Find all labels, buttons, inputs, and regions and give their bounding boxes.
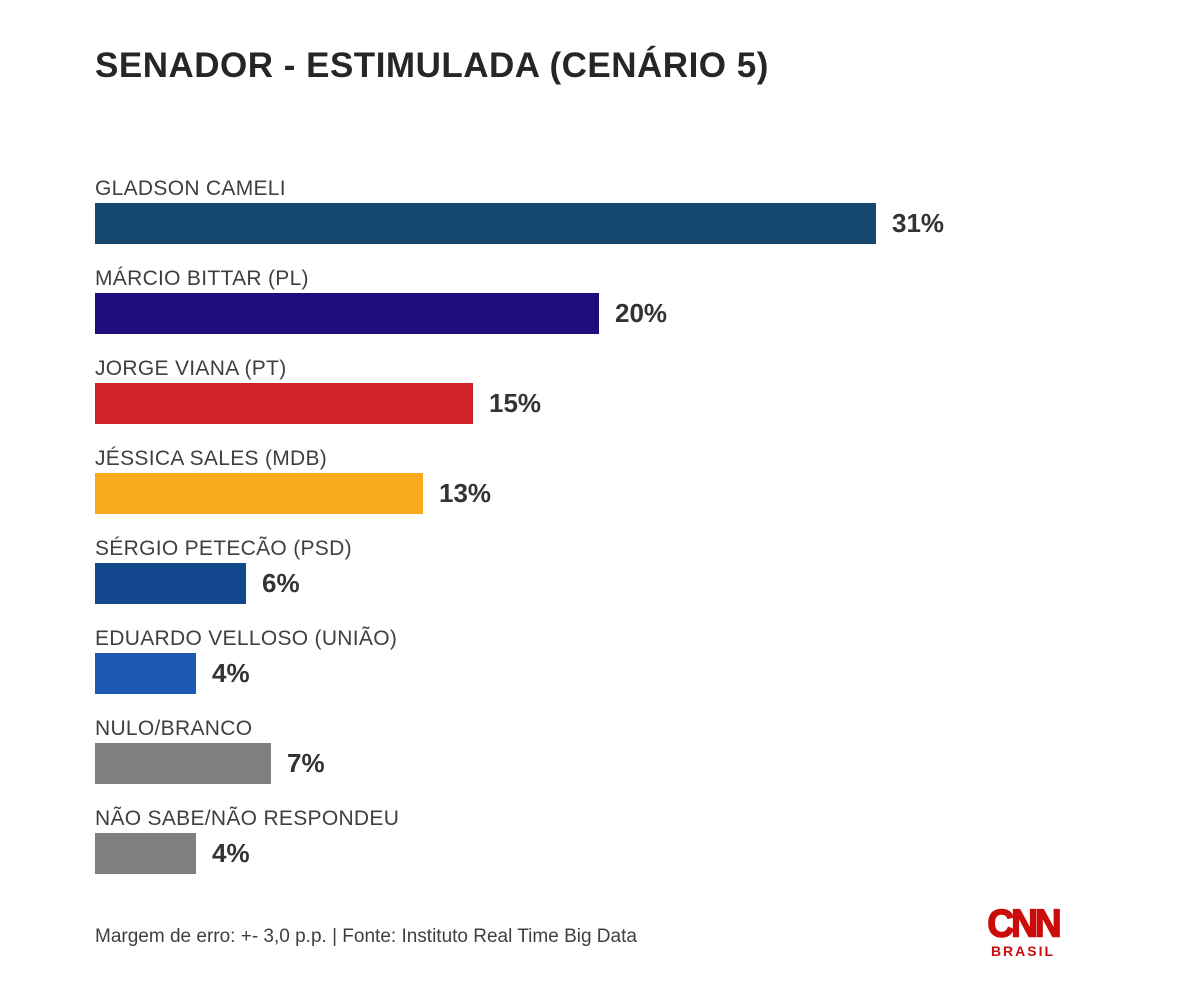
source-note: Margem de erro: +- 3,0 p.p. | Fonte: Ins…: [95, 926, 637, 947]
value-label: 4%: [212, 658, 250, 688]
value-label: 4%: [212, 838, 250, 868]
bar-row: SÉRGIO PETECÃO (PSD) 6%: [95, 536, 1105, 626]
cnn-logo-subbrand: BRASIL: [990, 943, 1056, 959]
bar-segment: [95, 563, 246, 604]
bar-line: 4%: [95, 833, 1105, 874]
candidate-label: JÉSSICA SALES (MDB): [95, 447, 328, 470]
candidate-label: JORGE VIANA (PT): [95, 357, 287, 380]
cnn-logo-icon: CNN: [987, 901, 1063, 945]
bar-segment: [95, 203, 876, 244]
value-label: 15%: [489, 388, 542, 418]
bar-row: JORGE VIANA (PT) 15%: [95, 356, 1105, 446]
bar-row: NULO/BRANCO 7%: [95, 716, 1105, 806]
candidate-label: GLADSON CAMELI: [95, 177, 286, 200]
candidate-label: NULO/BRANCO: [95, 717, 253, 740]
bar-row: GLADSON CAMELI 31%: [95, 176, 1105, 266]
bar-chart: GLADSON CAMELI 31% MÁRCIO BITTAR (PL) 20% JO…: [95, 176, 1105, 896]
bar-line: 15%: [95, 383, 1105, 424]
candidate-label: SÉRGIO PETECÃO (PSD): [95, 537, 352, 560]
value-label: 7%: [287, 748, 325, 778]
cnn-brasil-logo: CNN BRASIL: [978, 901, 1068, 959]
chart-title: SENADOR - ESTIMULADA (CENÁRIO 5): [95, 46, 769, 85]
bar-segment: [95, 383, 473, 424]
bar-segment: [95, 743, 271, 784]
candidate-label: MÁRCIO BITTAR (PL): [95, 267, 309, 290]
bar-line: 7%: [95, 743, 1105, 784]
bar-segment: [95, 833, 196, 874]
bar-line: 4%: [95, 653, 1105, 694]
bar-line: 31%: [95, 203, 1105, 244]
bar-line: 13%: [95, 473, 1105, 514]
value-label: 20%: [615, 298, 668, 328]
candidate-label: EDUARDO VELLOSO (UNIÃO): [95, 627, 398, 650]
bar-line: 6%: [95, 563, 1105, 604]
value-label: 6%: [262, 568, 300, 598]
bar-row: NÃO SABE/NÃO RESPONDEU 4%: [95, 806, 1105, 896]
bar-segment: [95, 473, 423, 514]
bar-segment: [95, 653, 196, 694]
bar-row: JÉSSICA SALES (MDB) 13%: [95, 446, 1105, 536]
bar-row: EDUARDO VELLOSO (UNIÃO) 4%: [95, 626, 1105, 716]
bar-line: 20%: [95, 293, 1105, 334]
candidate-label: NÃO SABE/NÃO RESPONDEU: [95, 807, 400, 830]
value-label: 13%: [439, 478, 492, 508]
bar-row: MÁRCIO BITTAR (PL) 20%: [95, 266, 1105, 356]
bar-segment: [95, 293, 599, 334]
value-label: 31%: [892, 208, 945, 238]
